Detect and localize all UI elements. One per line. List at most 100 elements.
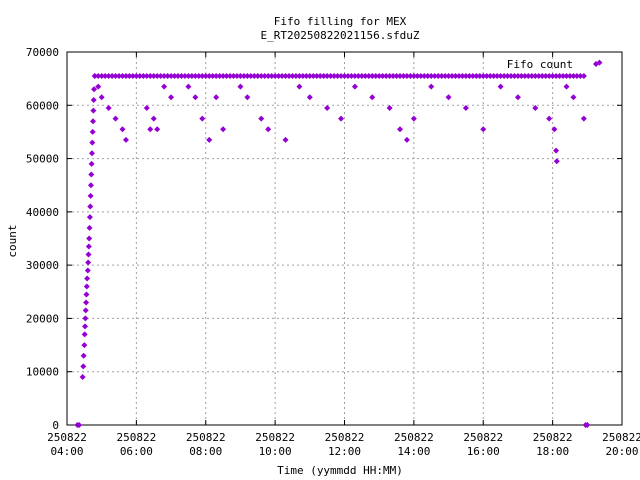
data-point	[213, 94, 220, 101]
y-tick-label: 10000	[26, 366, 59, 379]
data-point	[455, 72, 462, 79]
data-point	[80, 363, 87, 370]
data-point	[577, 72, 584, 79]
x-tick-label-date: 250822	[186, 431, 226, 444]
data-point	[521, 72, 528, 79]
data-point	[136, 72, 143, 79]
data-point	[91, 86, 98, 93]
data-point	[86, 235, 93, 242]
data-point	[528, 72, 535, 79]
x-tick-label-time: 10:00	[259, 445, 292, 458]
x-tick-label-date: 250822	[394, 431, 434, 444]
data-point	[566, 72, 573, 79]
data-point	[258, 72, 265, 79]
data-point	[168, 94, 175, 101]
data-point	[410, 115, 417, 122]
data-point	[244, 94, 251, 101]
data-point	[490, 72, 497, 79]
grid	[67, 52, 622, 425]
data-point	[570, 94, 577, 101]
data-point	[549, 72, 556, 79]
data-point	[265, 126, 272, 133]
data-point	[372, 72, 379, 79]
x-axis-label: Time (yymmdd HH:MM)	[277, 464, 403, 477]
data-point	[195, 72, 202, 79]
data-point	[403, 72, 410, 79]
data-point	[209, 72, 216, 79]
data-point	[265, 72, 272, 79]
data-point	[570, 72, 577, 79]
data-point	[76, 422, 83, 428]
data-point	[431, 72, 438, 79]
data-point	[272, 72, 279, 79]
x-tick-label-time: 14:00	[397, 445, 430, 458]
data-point	[563, 72, 570, 79]
data-point	[202, 72, 209, 79]
data-point	[563, 83, 570, 90]
data-point	[258, 115, 265, 122]
data-point	[95, 83, 102, 90]
data-point	[82, 315, 89, 322]
x-tick-label-date: 250822	[325, 431, 365, 444]
data-point	[532, 104, 539, 111]
data-point	[504, 72, 511, 79]
data-point	[407, 72, 414, 79]
data-point	[247, 72, 254, 79]
x-axis-ticks: 25082204:0025082206:0025082208:002508221…	[47, 52, 640, 458]
data-point	[379, 72, 386, 79]
data-point	[560, 72, 567, 79]
data-point	[386, 72, 393, 79]
data-point	[164, 72, 171, 79]
data-point	[313, 72, 320, 79]
x-tick-label-time: 16:00	[467, 445, 500, 458]
data-point	[348, 72, 355, 79]
data-point	[275, 72, 282, 79]
data-point	[573, 72, 580, 79]
data-point	[580, 115, 587, 122]
data-point	[476, 72, 483, 79]
data-point	[140, 72, 147, 79]
data-point	[487, 72, 494, 79]
data-point	[414, 72, 421, 79]
y-tick-label: 0	[52, 419, 59, 432]
data-point	[199, 72, 206, 79]
data-point	[331, 72, 338, 79]
data-point	[442, 72, 449, 79]
data-point	[483, 72, 490, 79]
data-point	[306, 94, 313, 101]
data-point	[178, 72, 185, 79]
data-point	[355, 72, 362, 79]
y-tick-label: 70000	[26, 46, 59, 59]
data-point	[150, 115, 157, 122]
data-point	[83, 283, 90, 290]
x-tick-label-date: 250822	[47, 431, 87, 444]
data-point	[161, 72, 168, 79]
data-point	[98, 94, 105, 101]
data-point	[501, 72, 508, 79]
data-point	[338, 72, 345, 79]
data-point	[268, 72, 275, 79]
data-point	[296, 72, 303, 79]
data-point	[497, 72, 504, 79]
data-point	[435, 72, 442, 79]
x-tick-label-time: 20:00	[605, 445, 638, 458]
data-point	[126, 72, 133, 79]
data-point	[539, 72, 546, 79]
data-point	[237, 72, 244, 79]
data-point	[494, 72, 501, 79]
data-point	[81, 342, 88, 349]
legend-label: Fifo count	[507, 58, 573, 71]
data-point	[86, 214, 93, 221]
data-point	[553, 147, 560, 154]
data-points	[74, 59, 603, 428]
data-point	[244, 72, 251, 79]
data-point	[237, 83, 244, 90]
data-point	[511, 72, 518, 79]
data-point	[417, 72, 424, 79]
data-point	[233, 72, 240, 79]
data-point	[542, 72, 549, 79]
data-point	[161, 83, 168, 90]
data-point	[154, 126, 161, 133]
data-point	[362, 72, 369, 79]
data-point	[292, 72, 299, 79]
